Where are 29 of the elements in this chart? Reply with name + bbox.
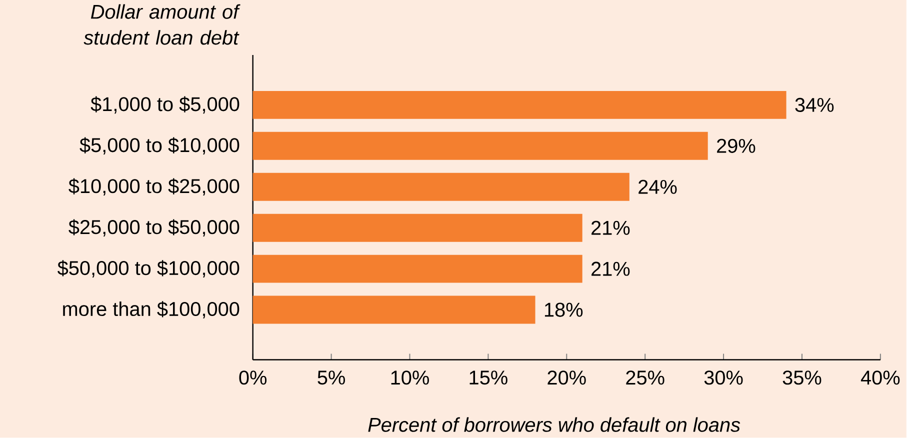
bar <box>252 91 786 120</box>
x-tick-label: 5% <box>318 370 345 385</box>
x-tick-label: 10% <box>391 370 429 385</box>
bar <box>252 214 582 242</box>
x-tick-label: 0% <box>239 370 267 385</box>
y-tick-label: more than $100,000 <box>63 301 240 319</box>
x-axis-title: Percent of borrowers who default on loans <box>368 418 740 432</box>
data-label: 29% <box>717 139 756 154</box>
y-tick-label: $1,000 to $5,000 <box>90 96 240 114</box>
data-label: 18% <box>544 302 583 318</box>
y-tick-label: $25,000 to $50,000 <box>68 219 240 237</box>
y-axis-title: Dollar amount of student loan debt <box>84 4 240 45</box>
data-label: 21% <box>592 262 630 276</box>
data-label: 24% <box>638 180 677 194</box>
x-tick-label: 30% <box>704 370 743 385</box>
bar <box>252 132 708 160</box>
data-label: 21% <box>592 221 630 236</box>
bar <box>252 255 582 284</box>
x-tick-label: 35% <box>782 370 822 385</box>
y-tick-label: $5,000 to $10,000 <box>80 137 240 155</box>
data-label: 34% <box>795 98 834 112</box>
y-tick-label: $10,000 to $25,000 <box>68 178 240 196</box>
y-tick-label: $50,000 to $100,000 <box>58 260 240 278</box>
bar <box>252 173 630 202</box>
x-tick-label: 25% <box>626 370 664 385</box>
x-tick-label: 20% <box>548 370 586 385</box>
x-tick-label: 15% <box>470 370 508 385</box>
bar <box>252 296 536 324</box>
x-tick-label: 40% <box>860 370 900 385</box>
